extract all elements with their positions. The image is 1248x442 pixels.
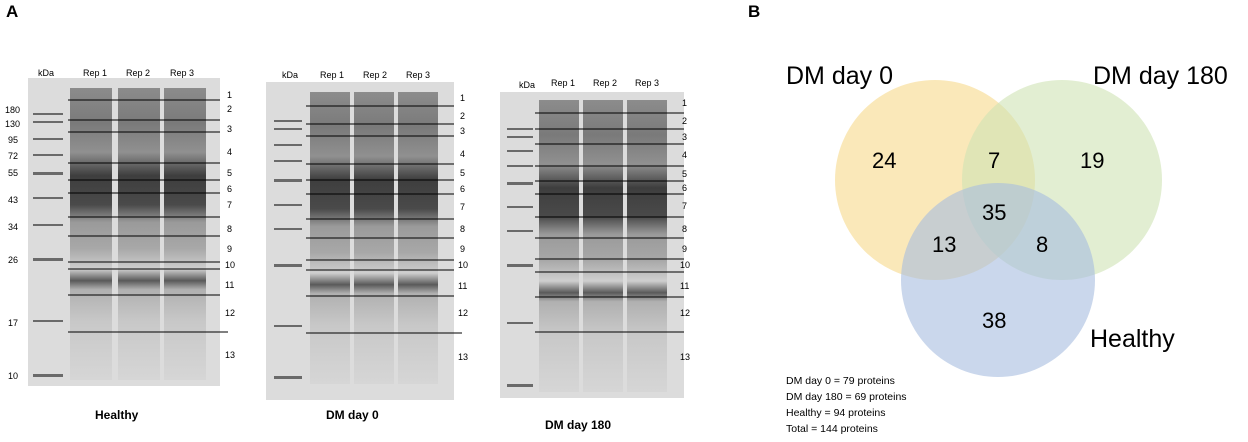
gel-dm-day-180: kDa Rep 1 Rep 2 Rep 3 1 2 3 4 5 6 7 8 9 … [497,0,717,442]
band-number: 11 [225,280,235,290]
marker-label: 55 [8,168,19,178]
band-number: 1 [682,98,688,108]
kda-header: kDa [38,68,55,78]
summary-line: DM day 180 = 69 proteins [786,391,907,403]
band-number: 11 [458,281,468,291]
band-number: 6 [227,184,233,194]
band-number: 10 [680,260,691,270]
marker-label: 34 [8,222,19,232]
gel-healthy-graphic [28,78,228,386]
band-number: 6 [682,183,688,193]
band-number: 13 [680,352,691,362]
band-number: 2 [227,104,233,114]
band-number: 11 [680,281,690,291]
lane-label: Rep 3 [406,70,431,80]
band-number: 3 [227,124,233,134]
marker-label: 43 [8,195,19,205]
venn-circle-healthy [901,183,1095,377]
venn-label-dm-day-180: DM day 180 [1093,62,1228,90]
ladder [33,113,63,377]
band-number: 3 [460,126,466,136]
band-number: 3 [682,132,688,142]
summary-line: Healthy = 94 proteins [786,407,886,419]
lane-label: Rep 2 [363,70,388,80]
gel-dm-day-180-graphic [500,92,684,398]
panel-label-a: A [6,2,19,21]
panel-label-b: B [748,2,761,21]
protein-summary: DM day 0 = 79 proteins DM day 180 = 69 p… [786,373,907,437]
lane-label: Rep 1 [320,70,345,80]
band-number: 10 [458,260,469,270]
venn-count-healthy-only: 38 [982,308,1007,333]
lane-label: Rep 1 [83,68,108,78]
band-number: 4 [227,147,233,157]
band-number: 7 [682,201,688,211]
sample-lanes [70,88,206,380]
band-number: 2 [460,111,466,121]
lane-label: Rep 3 [170,68,195,78]
summary-line: Total = 144 proteins [786,423,878,435]
kda-header: kDa [519,80,536,90]
band-number: 7 [460,202,466,212]
band-number: 8 [460,224,466,234]
band-number: 12 [225,308,236,318]
band-number: 13 [225,350,236,360]
band-number: 5 [460,168,466,178]
band-number: 9 [460,244,466,254]
kda-header: kDa [282,70,299,80]
marker-label: 130 [5,119,21,129]
band-number: 4 [682,150,688,160]
marker-label: 72 [8,151,19,161]
band-number: 13 [458,352,469,362]
band-number: 1 [460,93,466,103]
gel-dm-day-0-graphic [266,82,462,400]
marker-label: 10 [8,371,19,381]
marker-label: 180 [5,105,21,115]
lane-label: Rep 2 [593,78,618,88]
gel-dm-day-0: kDa Rep 1 Rep 2 Rep 3 1 2 3 4 5 6 7 8 9 … [262,0,482,442]
band-number: 10 [225,260,236,270]
summary-line: DM day 0 = 79 proteins [786,375,895,387]
gel-healthy: kDa Rep 1 Rep 2 Rep 3 180 130 95 72 55 4… [0,0,250,442]
venn-label-dm-day-0: DM day 0 [786,62,893,90]
gel-title: Healthy [95,408,139,422]
venn-count-dm0-healthy: 13 [932,232,957,257]
band-dividers [68,99,228,333]
marker-label: 17 [8,318,19,328]
venn-count-all-three: 35 [982,200,1007,225]
band-number: 8 [227,224,233,234]
venn-count-dm180-healthy: 8 [1036,232,1049,257]
venn-label-healthy: Healthy [1090,325,1175,353]
venn-count-dm0-dm180: 7 [988,148,1001,173]
lane-label: Rep 3 [635,78,660,88]
band-number: 2 [682,116,688,126]
band-number: 5 [682,169,688,179]
venn-count-dm0-only: 24 [872,148,897,173]
gel-title: DM day 180 [545,418,612,432]
lane-label: Rep 1 [551,78,576,88]
band-number: 1 [227,90,233,100]
venn-count-dm180-only: 19 [1080,148,1105,173]
band-number: 9 [682,244,688,254]
band-number: 12 [680,308,691,318]
lane-label: Rep 2 [126,68,151,78]
band-number: 6 [460,184,466,194]
band-number: 5 [227,168,233,178]
venn-circles [835,80,1162,377]
gel-title: DM day 0 [326,408,379,422]
band-number: 9 [227,244,233,254]
band-number: 7 [227,200,233,210]
marker-label: 26 [8,255,19,265]
venn-diagram: DM day 0 DM day 180 Healthy 24 7 19 35 1… [760,40,1230,440]
band-number: 8 [682,224,688,234]
marker-label: 95 [8,135,19,145]
band-number: 4 [460,149,466,159]
band-number: 12 [458,308,469,318]
